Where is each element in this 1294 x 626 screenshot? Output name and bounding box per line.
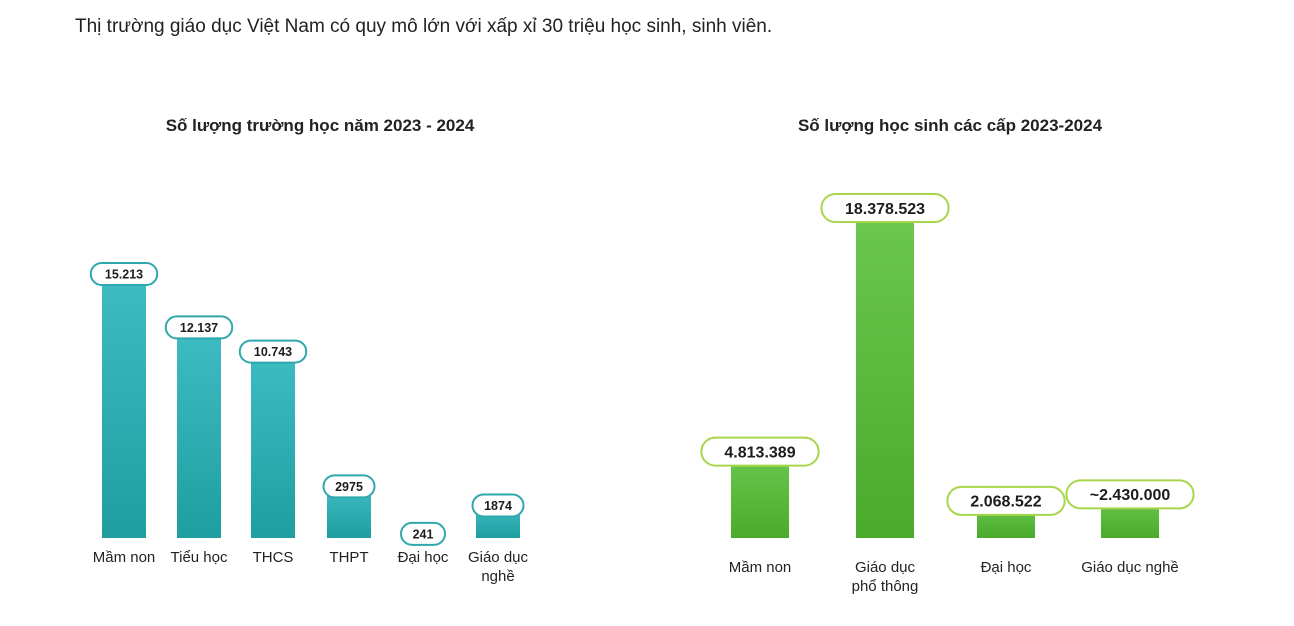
school-count-plot: 15.213 Mầm non 12.137 Tiểu học 10.743 THCS 297… bbox=[89, 262, 529, 585]
category-label: THCS bbox=[253, 549, 294, 566]
intro-text: Thị trường giáo dục Việt Nam có quy mô l… bbox=[75, 16, 773, 37]
bar bbox=[177, 327, 221, 538]
category-label: Mầm non bbox=[93, 549, 156, 566]
value-label: ~2.430.000 bbox=[1090, 487, 1171, 504]
value-badge bbox=[700, 436, 820, 467]
category-label: Mầm non bbox=[729, 559, 792, 576]
bar bbox=[102, 274, 146, 538]
value-badge bbox=[400, 521, 446, 546]
value-label: 2.068.522 bbox=[970, 494, 1041, 511]
category-label: Đại học bbox=[398, 549, 449, 566]
value-label: 18.378.523 bbox=[845, 201, 925, 218]
bar bbox=[856, 208, 914, 538]
value-badge bbox=[471, 493, 525, 518]
bar bbox=[251, 351, 295, 538]
value-badge bbox=[322, 474, 376, 499]
category-label: Đại học bbox=[981, 559, 1032, 576]
value-badge bbox=[820, 193, 950, 223]
chart-title: Số lượng học sinh các cấp 2023-2024 bbox=[797, 116, 1103, 135]
value-label: 15.213 bbox=[105, 268, 143, 282]
value-badge bbox=[946, 485, 1066, 516]
value-badge bbox=[1065, 479, 1195, 510]
chart-title: Số lượng trường học năm 2023 - 2024 bbox=[165, 116, 475, 135]
value-label: 241 bbox=[413, 527, 434, 541]
student-count-chart: Số lượng học sinh các cấp 2023-2024 4.81… bbox=[680, 0, 1220, 626]
value-badge bbox=[89, 262, 159, 286]
value-label: 4.813.389 bbox=[724, 444, 795, 461]
value-badge bbox=[238, 339, 308, 364]
value-label: 12.137 bbox=[180, 321, 218, 335]
value-badge bbox=[164, 315, 234, 340]
value-label: 1874 bbox=[484, 499, 512, 513]
value-label: 2975 bbox=[335, 480, 363, 494]
student-count-plot: 4.813.389 Mầm non 18.378.523 Giáo dục phổ th… bbox=[700, 193, 1195, 595]
school-count-chart: Số lượng trường học năm 2023 - 2024 15.2… bbox=[60, 0, 580, 626]
category-label: THPT bbox=[329, 549, 368, 566]
value-label: 10.743 bbox=[254, 345, 292, 359]
category-label: Giáo dục phổ thông bbox=[852, 559, 919, 595]
category-label: Giáo dục nghề bbox=[468, 549, 529, 585]
category-label: Tiểu học bbox=[171, 549, 228, 566]
category-label: Giáo dục nghề bbox=[1081, 559, 1179, 576]
